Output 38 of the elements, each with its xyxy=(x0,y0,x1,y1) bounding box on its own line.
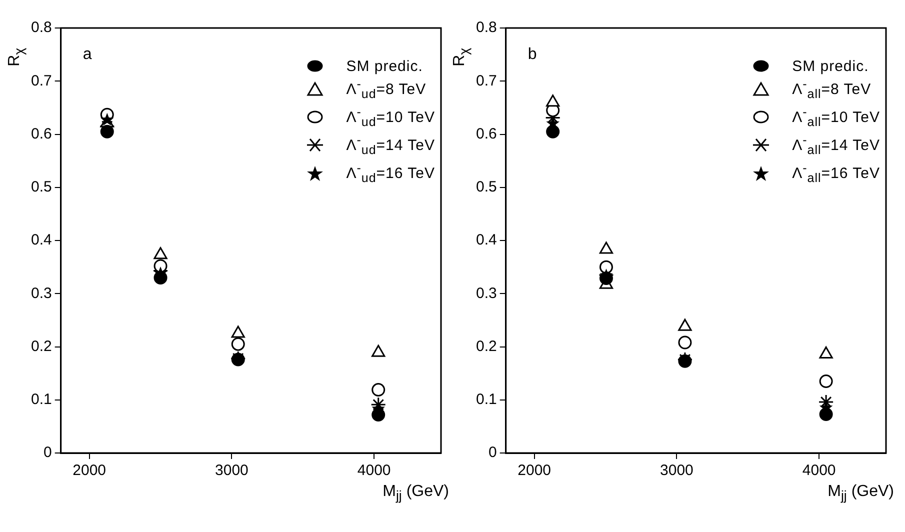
x-tick-label: 2000 xyxy=(518,462,552,480)
y-tick-label: 0.2 xyxy=(30,338,52,355)
y-tick-label: 0.6 xyxy=(476,125,497,142)
legend-label: Λ$^{-}$$_{ud}$=10 TeV xyxy=(346,104,435,131)
legend-label: Λ$^{-}$$_{all}$=8 TeV xyxy=(792,76,872,103)
y-tick-label: 0.8 xyxy=(476,19,497,36)
x-axis-title: M$_{jj}$ (GeV) xyxy=(382,483,449,504)
y-tick-label: 0 xyxy=(44,444,52,462)
legend-label: Λ$^{-}$$_{all}$=14 TeV xyxy=(792,132,880,159)
y-tick-label: 0.4 xyxy=(476,232,497,249)
legend-label: SM predic. xyxy=(346,58,424,75)
x-tick-label: 3000 xyxy=(215,462,248,480)
y-tick-label: 0.5 xyxy=(30,178,52,196)
y-tick-label: 0.5 xyxy=(476,178,497,196)
y-tick-label: 0.8 xyxy=(30,19,52,36)
legend-label: Λ$^{-}$$_{ud}$=16 TeV xyxy=(346,160,435,187)
legend-label: Λ$^{-}$$_{all}$=16 TeV xyxy=(792,160,880,187)
y-tick-label: 0.7 xyxy=(476,72,497,90)
x-tick-label: 3000 xyxy=(660,462,694,480)
x-tick-label: 4000 xyxy=(357,462,391,480)
x-tick-label: 2000 xyxy=(72,462,106,480)
y-tick-label: 0.7 xyxy=(30,72,52,90)
legend-label: Λ$^{-}$$_{all}$=10 TeV xyxy=(792,104,880,131)
legend-label: SM predic. xyxy=(792,58,870,75)
x-axis-title: M$_{jj}$ (GeV) xyxy=(828,483,894,504)
y-tick-label: 0 xyxy=(488,444,497,462)
y-tick-label: 0.1 xyxy=(30,391,52,408)
legend-label: Λ$^{-}$$_{ud}$=8 TeV xyxy=(346,76,428,103)
y-tick-label: 0.1 xyxy=(476,391,497,408)
y-tick-label: 0.2 xyxy=(476,338,497,355)
legend-label: Λ$^{-}$$_{ud}$=14 TeV xyxy=(346,132,435,159)
annotation: b xyxy=(528,46,537,64)
y-tick-label: 0.3 xyxy=(30,284,52,302)
y-tick-label: 0.4 xyxy=(30,232,52,249)
x-tick-label: 4000 xyxy=(802,462,836,480)
y-tick-label: 0.3 xyxy=(476,284,497,302)
y-tick-label: 0.6 xyxy=(30,125,52,142)
annotation: a xyxy=(82,46,92,64)
